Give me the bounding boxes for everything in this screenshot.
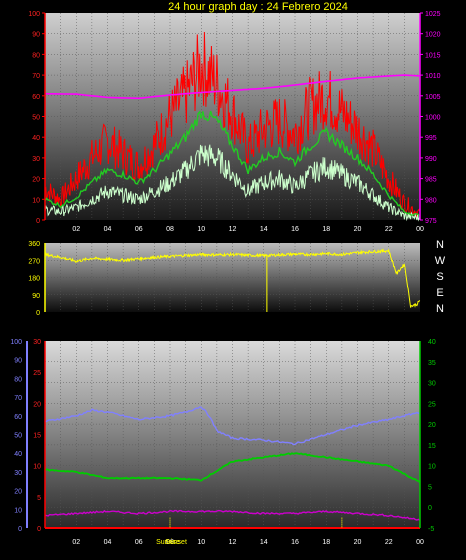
wind-y-tick-label: 0 (36, 218, 40, 225)
humidity-y-tick-label: 100 (10, 339, 22, 346)
wind-x-tick-label: 12 (229, 226, 237, 233)
direction-y-tick-label: 90 (32, 293, 40, 300)
temperature-y-tick-label: 0 (428, 505, 432, 512)
direction-y-tick-label: 0 (36, 310, 40, 317)
temperature-y-tick-label: 40 (428, 339, 436, 346)
wind-x-tick-label: 14 (260, 226, 268, 233)
wind-x-tick-label: 16 (291, 226, 299, 233)
temperature-y-tick-label: 5 (428, 484, 432, 491)
wind-x-tick-label: 02 (72, 226, 80, 233)
humidity-y-tick-label: 10 (14, 507, 22, 514)
dewpoint-series-line (44, 509, 421, 521)
temp-x-tick-label: 00 (416, 539, 424, 546)
wind-x-tick-label: 06 (135, 226, 143, 233)
pressure-y-tick-label: 980 (425, 197, 437, 204)
wind-y-tick-label: 70 (32, 73, 40, 80)
humidity-y-tick-label: 90 (14, 358, 22, 365)
wind-y-tick-label: 10 (32, 197, 40, 204)
humidity-y-tick-label: 60 (14, 414, 22, 421)
temperature-y-tick-label: 25 (428, 401, 436, 408)
temp-x-tick-label: 12 (229, 539, 237, 546)
pressure-y-tick-label: 975 (425, 218, 437, 225)
wind-x-tick-label: 10 (197, 226, 205, 233)
temp-x-tick-label: 06 (135, 539, 143, 546)
temp-x-tick-label: 02 (72, 539, 80, 546)
temp-x-tick-label: 14 (260, 539, 268, 546)
temperature-y-tick-label: 10 (428, 464, 436, 471)
temperature-y-tick-label: 20 (428, 422, 436, 429)
temperature-y-tick-label: 30 (428, 381, 436, 388)
temp-x-tick-label: 18 (322, 539, 330, 546)
pressure-y-tick-label: 995 (425, 135, 437, 142)
wind-y-tick-label: 50 (32, 115, 40, 122)
pressure-y-tick-label: 1005 (425, 94, 441, 101)
wind-y-tick-label: 90 (32, 32, 40, 39)
wind-y-tick-label: 80 (32, 52, 40, 59)
pressure-y-tick-label: 1020 (425, 32, 441, 39)
compass-label: N (436, 303, 444, 315)
humidity-y-tick-label: 70 (14, 395, 22, 402)
temp-x-tick-label: 04 (104, 539, 112, 546)
pressure-y-tick-label: 1000 (425, 115, 441, 122)
wind-x-tick-label: 18 (322, 226, 330, 233)
pressure-y-tick-label: 990 (425, 156, 437, 163)
humidity-y-tick-label: 0 (18, 526, 22, 533)
rain-y-tick-label: 20 (33, 401, 41, 408)
humidity-y-tick-label: 20 (14, 489, 22, 496)
sunset-label: Sunset (165, 539, 187, 546)
wind-y-tick-label: 20 (32, 177, 40, 184)
temp-x-tick-label: 22 (385, 539, 393, 546)
compass-label: S (436, 271, 443, 283)
sunrise-label: Sunrise (156, 539, 180, 546)
wind-x-tick-label: 22 (385, 226, 393, 233)
rain-y-tick-label: 15 (33, 433, 41, 440)
temp-x-tick-label: 08 (166, 539, 174, 546)
wind-low-series-line (44, 144, 421, 222)
wind-y-tick-label: 40 (32, 135, 40, 142)
humidity-y-tick-label: 50 (14, 433, 22, 440)
temperature-y-tick-label: 35 (428, 360, 436, 367)
temp-x-tick-label: 10 (197, 539, 205, 546)
direction-y-tick-label: 270 (28, 258, 40, 265)
pressure-y-tick-label: 1010 (425, 73, 441, 80)
compass-label: N (436, 239, 444, 251)
temperature-y-tick-label: -5 (428, 526, 434, 533)
rain-y-tick-label: 25 (33, 370, 41, 377)
chart-title: 24 hour graph day : 24 Febrero 2024 (168, 1, 348, 13)
wind-y-tick-label: 100 (28, 11, 40, 18)
humidity-y-tick-label: 40 (14, 451, 22, 458)
pressure-y-tick-label: 1025 (425, 11, 441, 18)
pressure-y-tick-label: 985 (425, 177, 437, 184)
rain-y-tick-label: 0 (37, 526, 41, 533)
wind-y-tick-label: 60 (32, 94, 40, 101)
wind-y-tick-label: 30 (32, 156, 40, 163)
pressure-series-line (44, 74, 421, 100)
rain-y-tick-label: 5 (37, 495, 41, 502)
rain-y-tick-label: 30 (33, 339, 41, 346)
temp-x-tick-label: 20 (354, 539, 362, 546)
direction-y-tick-label: 180 (28, 276, 40, 283)
pressure-y-tick-label: 1015 (425, 52, 441, 59)
humidity-series-line (44, 406, 421, 446)
humidity-y-tick-label: 80 (14, 376, 22, 383)
wind-x-tick-label: 08 (166, 226, 174, 233)
temperature-y-tick-label: 15 (428, 443, 436, 450)
direction-y-tick-label: 360 (28, 241, 40, 248)
wind-x-tick-label: 20 (354, 226, 362, 233)
wind-x-tick-label: 00 (416, 226, 424, 233)
wind-direction-series-line (44, 248, 421, 308)
wind-x-tick-label: 04 (104, 226, 112, 233)
humidity-y-tick-label: 30 (14, 470, 22, 477)
temp-x-tick-label: 16 (291, 539, 299, 546)
wind-avg-series-line (44, 110, 421, 218)
compass-label: E (436, 287, 443, 299)
rain-y-tick-label: 10 (33, 464, 41, 471)
temperature-series-line (44, 452, 421, 484)
compass-label: W (435, 255, 446, 267)
wind-speed-series-line (44, 31, 421, 219)
